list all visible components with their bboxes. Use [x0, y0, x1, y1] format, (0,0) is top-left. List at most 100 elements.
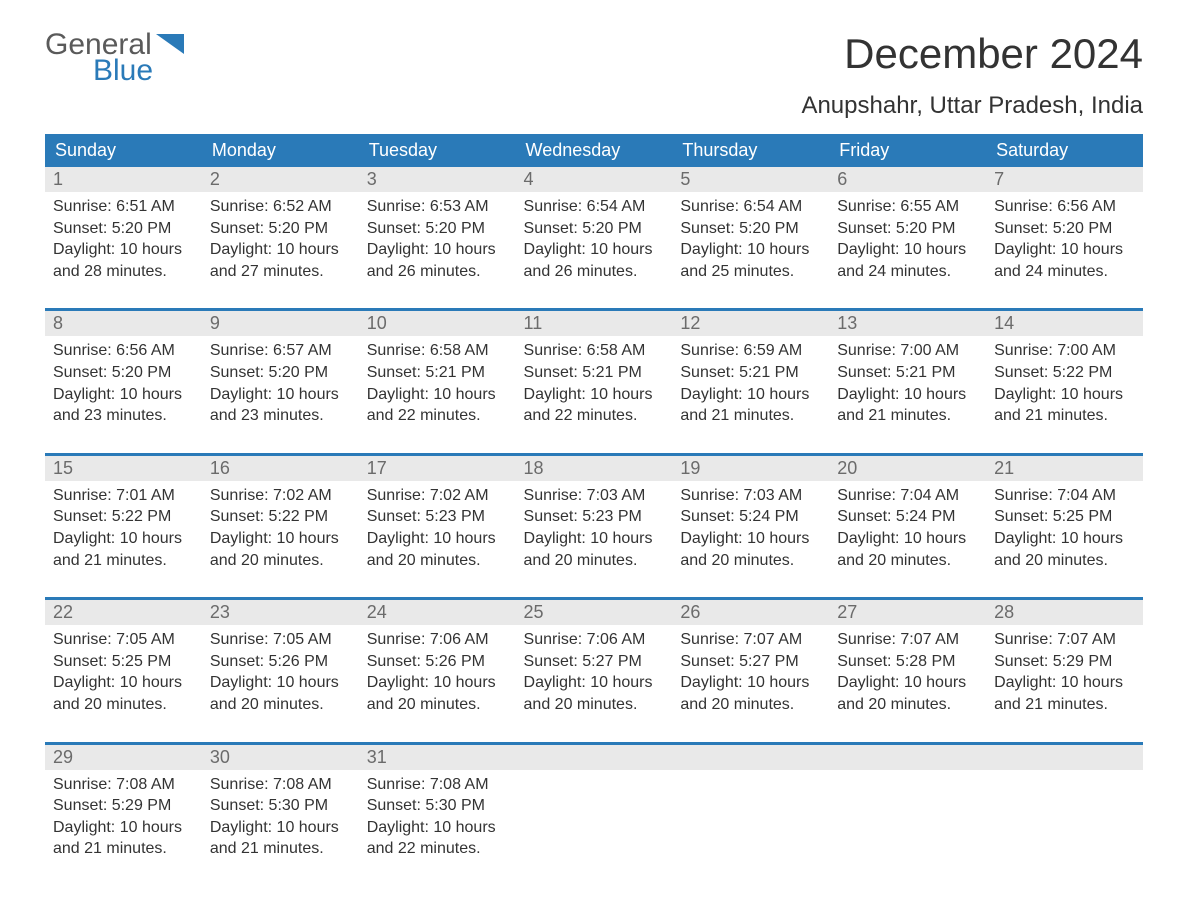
dow-monday: Monday — [202, 134, 359, 167]
daylight-line: Daylight: 10 hours and 24 minutes. — [994, 239, 1135, 282]
sunrise-line: Sunrise: 7:08 AM — [210, 774, 351, 796]
daylight-line: Daylight: 10 hours and 20 minutes. — [680, 528, 821, 571]
daylight-line: Daylight: 10 hours and 20 minutes. — [367, 672, 508, 715]
logo-triangle-icon — [156, 34, 184, 58]
day-number-cell: 1 — [45, 167, 202, 192]
day-detail-row: Sunrise: 6:56 AMSunset: 5:20 PMDaylight:… — [45, 336, 1143, 452]
day-of-week-header-row: Sunday Monday Tuesday Wednesday Thursday… — [45, 134, 1143, 167]
sunrise-line: Sunrise: 7:08 AM — [53, 774, 194, 796]
sunrise-line: Sunrise: 7:02 AM — [210, 485, 351, 507]
daylight-line: Daylight: 10 hours and 23 minutes. — [210, 384, 351, 427]
calendar-table: Sunday Monday Tuesday Wednesday Thursday… — [45, 134, 1143, 868]
day-number-cell: 3 — [359, 167, 516, 192]
day-number-cell: 25 — [516, 600, 673, 625]
daylight-line: Daylight: 10 hours and 20 minutes. — [524, 528, 665, 571]
daylight-line: Daylight: 10 hours and 20 minutes. — [680, 672, 821, 715]
daylight-line: Daylight: 10 hours and 21 minutes. — [680, 384, 821, 427]
day-number-cell: 30 — [202, 745, 359, 770]
sunrise-line: Sunrise: 7:08 AM — [367, 774, 508, 796]
daylight-line: Daylight: 10 hours and 24 minutes. — [837, 239, 978, 282]
sunrise-line: Sunrise: 6:52 AM — [210, 196, 351, 218]
sunrise-line: Sunrise: 7:03 AM — [524, 485, 665, 507]
day-detail-cell: Sunrise: 7:00 AMSunset: 5:22 PMDaylight:… — [986, 336, 1143, 452]
day-number-cell: 17 — [359, 456, 516, 481]
day-detail-cell: Sunrise: 6:51 AMSunset: 5:20 PMDaylight:… — [45, 192, 202, 308]
day-number-cell — [829, 745, 986, 770]
day-detail-cell: Sunrise: 6:58 AMSunset: 5:21 PMDaylight:… — [359, 336, 516, 452]
sunrise-line: Sunrise: 7:02 AM — [367, 485, 508, 507]
day-number-cell: 15 — [45, 456, 202, 481]
daylight-line: Daylight: 10 hours and 20 minutes. — [53, 672, 194, 715]
sunrise-line: Sunrise: 7:04 AM — [837, 485, 978, 507]
day-detail-cell: Sunrise: 6:56 AMSunset: 5:20 PMDaylight:… — [986, 192, 1143, 308]
day-detail-cell: Sunrise: 7:04 AMSunset: 5:25 PMDaylight:… — [986, 481, 1143, 597]
sunset-line: Sunset: 5:29 PM — [53, 795, 194, 817]
sunrise-line: Sunrise: 7:06 AM — [524, 629, 665, 651]
sunset-line: Sunset: 5:29 PM — [994, 651, 1135, 673]
day-number-cell: 21 — [986, 456, 1143, 481]
day-detail-cell: Sunrise: 7:08 AMSunset: 5:30 PMDaylight:… — [202, 770, 359, 868]
sunset-line: Sunset: 5:20 PM — [210, 362, 351, 384]
sunset-line: Sunset: 5:23 PM — [367, 506, 508, 528]
day-detail-cell: Sunrise: 6:54 AMSunset: 5:20 PMDaylight:… — [516, 192, 673, 308]
sunset-line: Sunset: 5:20 PM — [680, 218, 821, 240]
day-detail-cell — [516, 770, 673, 868]
sunset-line: Sunset: 5:25 PM — [994, 506, 1135, 528]
day-number-cell: 20 — [829, 456, 986, 481]
day-number-cell: 13 — [829, 311, 986, 336]
daylight-line: Daylight: 10 hours and 22 minutes. — [367, 817, 508, 860]
day-detail-cell — [986, 770, 1143, 868]
day-number-cell: 2 — [202, 167, 359, 192]
page-title: December 2024 — [844, 30, 1143, 78]
sunset-line: Sunset: 5:30 PM — [210, 795, 351, 817]
day-number-cell: 6 — [829, 167, 986, 192]
sunset-line: Sunset: 5:20 PM — [837, 218, 978, 240]
sunset-line: Sunset: 5:21 PM — [524, 362, 665, 384]
day-number-cell: 9 — [202, 311, 359, 336]
daylight-line: Daylight: 10 hours and 21 minutes. — [837, 384, 978, 427]
sunset-line: Sunset: 5:25 PM — [53, 651, 194, 673]
sunset-line: Sunset: 5:20 PM — [367, 218, 508, 240]
sunrise-line: Sunrise: 6:54 AM — [680, 196, 821, 218]
day-detail-row: Sunrise: 7:01 AMSunset: 5:22 PMDaylight:… — [45, 481, 1143, 597]
sunset-line: Sunset: 5:26 PM — [367, 651, 508, 673]
day-detail-cell: Sunrise: 7:03 AMSunset: 5:23 PMDaylight:… — [516, 481, 673, 597]
sunrise-line: Sunrise: 6:53 AM — [367, 196, 508, 218]
sunrise-line: Sunrise: 6:57 AM — [210, 340, 351, 362]
daylight-line: Daylight: 10 hours and 25 minutes. — [680, 239, 821, 282]
day-detail-cell: Sunrise: 7:08 AMSunset: 5:29 PMDaylight:… — [45, 770, 202, 868]
sunrise-line: Sunrise: 7:07 AM — [837, 629, 978, 651]
day-detail-cell: Sunrise: 6:59 AMSunset: 5:21 PMDaylight:… — [672, 336, 829, 452]
daylight-line: Daylight: 10 hours and 27 minutes. — [210, 239, 351, 282]
sunrise-line: Sunrise: 6:58 AM — [524, 340, 665, 362]
dow-tuesday: Tuesday — [359, 134, 516, 167]
day-number-cell: 12 — [672, 311, 829, 336]
daylight-line: Daylight: 10 hours and 26 minutes. — [367, 239, 508, 282]
sunrise-line: Sunrise: 7:06 AM — [367, 629, 508, 651]
day-detail-row: Sunrise: 7:05 AMSunset: 5:25 PMDaylight:… — [45, 625, 1143, 741]
daylight-line: Daylight: 10 hours and 22 minutes. — [524, 384, 665, 427]
day-detail-cell: Sunrise: 7:03 AMSunset: 5:24 PMDaylight:… — [672, 481, 829, 597]
logo-text-blue: Blue — [93, 56, 184, 86]
day-detail-cell — [672, 770, 829, 868]
day-number-row: 1234567 — [45, 167, 1143, 192]
day-number-row: 15161718192021 — [45, 456, 1143, 481]
day-detail-cell: Sunrise: 6:54 AMSunset: 5:20 PMDaylight:… — [672, 192, 829, 308]
day-detail-cell: Sunrise: 6:52 AMSunset: 5:20 PMDaylight:… — [202, 192, 359, 308]
day-number-row: 891011121314 — [45, 311, 1143, 336]
daylight-line: Daylight: 10 hours and 20 minutes. — [837, 528, 978, 571]
daylight-line: Daylight: 10 hours and 21 minutes. — [53, 528, 194, 571]
day-detail-cell: Sunrise: 7:07 AMSunset: 5:29 PMDaylight:… — [986, 625, 1143, 741]
sunrise-line: Sunrise: 6:54 AM — [524, 196, 665, 218]
day-detail-cell: Sunrise: 7:06 AMSunset: 5:26 PMDaylight:… — [359, 625, 516, 741]
day-detail-cell: Sunrise: 6:57 AMSunset: 5:20 PMDaylight:… — [202, 336, 359, 452]
day-number-cell: 28 — [986, 600, 1143, 625]
daylight-line: Daylight: 10 hours and 21 minutes. — [994, 384, 1135, 427]
sunrise-line: Sunrise: 6:55 AM — [837, 196, 978, 218]
dow-wednesday: Wednesday — [516, 134, 673, 167]
brand-logo: General Blue — [45, 30, 184, 86]
daylight-line: Daylight: 10 hours and 22 minutes. — [367, 384, 508, 427]
sunset-line: Sunset: 5:23 PM — [524, 506, 665, 528]
dow-saturday: Saturday — [986, 134, 1143, 167]
sunset-line: Sunset: 5:30 PM — [367, 795, 508, 817]
